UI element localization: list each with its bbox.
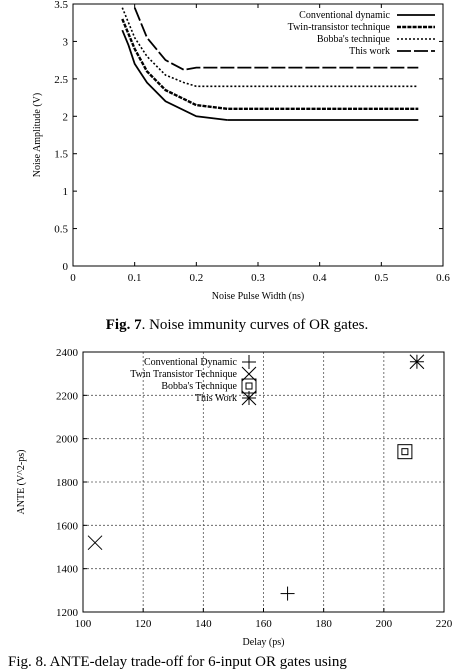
legend-label: Twin Transistor Technique: [130, 369, 237, 380]
fig7-caption: Fig. 7. Noise immunity curves of OR gate…: [106, 317, 368, 333]
x-tick-label: 160: [255, 618, 272, 630]
fig8-caption: Fig. 8. ANTE-delay trade-off for 6-input…: [8, 654, 347, 669]
y-tick-label: 2000: [56, 434, 79, 446]
chart1-y-axis-label: Noise Amplitude (V): [32, 93, 43, 177]
data-point-plus: [280, 586, 295, 601]
x-tick-label: 200: [376, 618, 393, 630]
x-tick-label: 180: [315, 618, 332, 630]
y-tick-label: 0: [63, 261, 69, 273]
chart2-x-axis-label: Delay (ps): [243, 637, 285, 648]
y-tick-label: 1800: [56, 477, 79, 489]
y-tick-label: 3.5: [54, 0, 68, 11]
x-tick-label: 100: [75, 618, 92, 630]
chart1-y-ticks: 0 0.5 1 1.5 2 2.5 3 3.5: [54, 0, 443, 273]
data-point-cross: [87, 535, 103, 551]
x-tick-label: 220: [436, 618, 453, 630]
legend-label: This work: [349, 46, 390, 57]
ante-delay-chart: 1200 1400 1600 1800 2000 2200 2400 100 120 140 16…: [16, 347, 453, 648]
chart2-y-axis-label: ANTE (V^2-ps): [16, 450, 27, 515]
x-tick-label: 0.4: [313, 272, 327, 284]
legend-marker-plus: [242, 355, 256, 369]
y-tick-label: 2400: [56, 347, 79, 359]
legend-label: Conventional Dynamic: [144, 357, 238, 368]
chart1-x-ticks: 0 0.1 0.2 0.3 0.4 0.5 0.6: [70, 4, 450, 284]
legend-marker-star: [241, 390, 257, 406]
series-line: [133, 7, 419, 71]
legend-marker-square: [241, 378, 257, 394]
chart1-x-axis-label: Noise Pulse Width (ns): [212, 291, 304, 302]
noise-immunity-chart: 0 0.5 1 1.5 2 2.5 3 3.5 0 0.1 0.2 0.3 0.4 0.5 0.6 Con…: [32, 0, 450, 302]
y-tick-label: 2200: [56, 390, 79, 402]
y-tick-label: 1200: [56, 607, 79, 619]
x-tick-label: 0.1: [128, 272, 142, 284]
legend-label: Bobba's Technique: [161, 381, 237, 392]
y-tick-label: 3: [63, 36, 69, 48]
fig7-caption-label: Fig. 7: [106, 317, 142, 333]
chart2-x-ticks: 100 120 140 160 180 200 220: [75, 608, 453, 630]
x-tick-label: 140: [195, 618, 212, 630]
data-point-square: [397, 444, 413, 460]
y-tick-label: 1: [63, 186, 69, 198]
chart2-grid: [82, 351, 445, 613]
data-point-star: [409, 354, 425, 370]
x-tick-label: 0.3: [251, 272, 265, 284]
series-line: [121, 18, 419, 111]
chart2-y-ticks: 1200 1400 1600 1800 2000 2200 2400: [56, 347, 87, 619]
x-tick-label: 0.6: [436, 272, 450, 284]
legend-label: Conventional dynamic: [299, 10, 390, 21]
series-line: [121, 29, 228, 121]
y-tick-label: 0.5: [54, 224, 68, 236]
y-tick-label: 1600: [56, 520, 79, 532]
x-tick-label: 0: [70, 272, 76, 284]
fig7-caption-text: . Noise immunity curves of OR gates.: [142, 317, 369, 333]
chart1-series-lines: [121, 7, 419, 121]
chart2-data-points: [87, 354, 425, 601]
y-tick-label: 2: [63, 111, 69, 123]
x-tick-label: 120: [135, 618, 152, 630]
legend-label: Twin-transistor technique: [288, 22, 391, 33]
y-tick-label: 2.5: [54, 74, 68, 86]
y-tick-label: 1400: [56, 564, 79, 576]
legend-label: This Work: [195, 393, 237, 404]
series-line: [121, 7, 419, 88]
x-tick-label: 0.2: [189, 272, 203, 284]
y-tick-label: 1.5: [54, 149, 68, 161]
legend-label: Bobba's technique: [317, 34, 391, 45]
x-tick-label: 0.5: [374, 272, 388, 284]
